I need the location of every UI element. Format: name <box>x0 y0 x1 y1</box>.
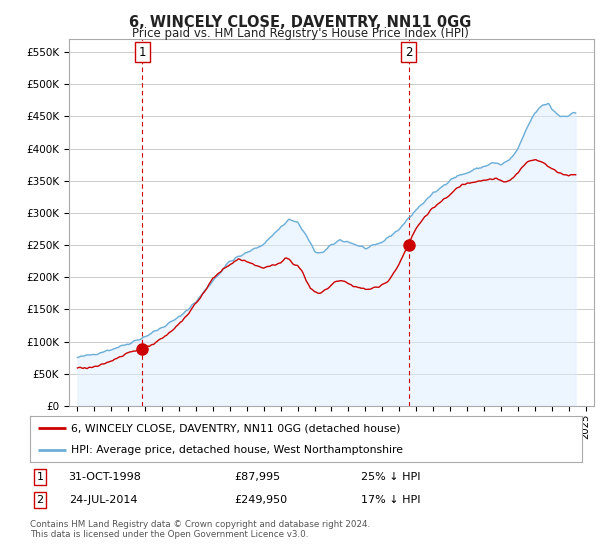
Text: £87,995: £87,995 <box>234 472 280 482</box>
Text: 6, WINCELY CLOSE, DAVENTRY, NN11 0GG: 6, WINCELY CLOSE, DAVENTRY, NN11 0GG <box>129 15 471 30</box>
Text: Contains HM Land Registry data © Crown copyright and database right 2024.
This d: Contains HM Land Registry data © Crown c… <box>30 520 370 539</box>
Text: 2: 2 <box>37 495 43 505</box>
Text: 17% ↓ HPI: 17% ↓ HPI <box>361 495 421 505</box>
Text: 6, WINCELY CLOSE, DAVENTRY, NN11 0GG (detached house): 6, WINCELY CLOSE, DAVENTRY, NN11 0GG (de… <box>71 423 401 433</box>
Text: 1: 1 <box>37 472 43 482</box>
Text: £249,950: £249,950 <box>234 495 287 505</box>
Text: 25% ↓ HPI: 25% ↓ HPI <box>361 472 421 482</box>
Text: 24-JUL-2014: 24-JUL-2014 <box>68 495 137 505</box>
Text: 1: 1 <box>139 45 146 59</box>
Text: HPI: Average price, detached house, West Northamptonshire: HPI: Average price, detached house, West… <box>71 445 403 455</box>
Text: 2: 2 <box>405 45 412 59</box>
Text: Price paid vs. HM Land Registry's House Price Index (HPI): Price paid vs. HM Land Registry's House … <box>131 27 469 40</box>
Text: 31-OCT-1998: 31-OCT-1998 <box>68 472 142 482</box>
